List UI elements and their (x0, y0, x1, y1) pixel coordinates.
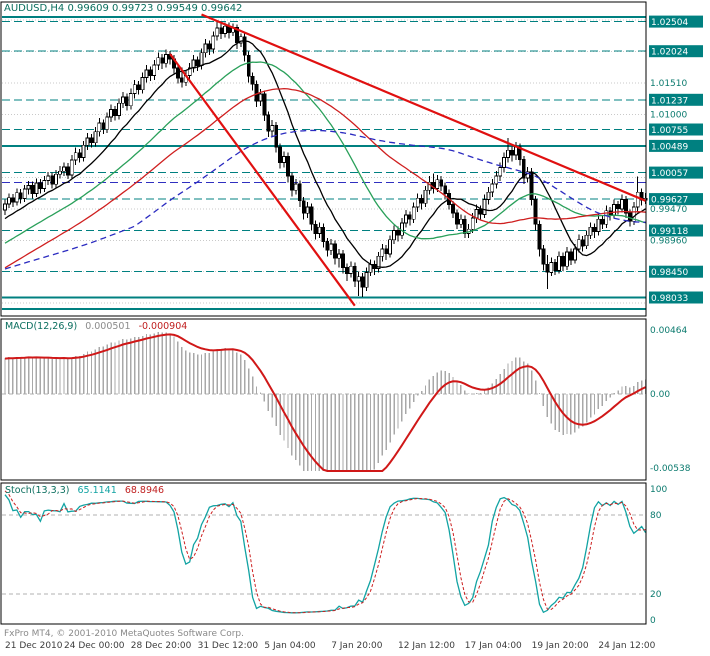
svg-text:1.01510: 1.01510 (650, 79, 687, 89)
price-level-badge: 1.02504 (649, 15, 703, 28)
svg-text:7 Jan 20:00: 7 Jan 20:00 (331, 641, 383, 651)
svg-text:0.98033: 0.98033 (651, 294, 688, 304)
svg-text:5 Jan 04:00: 5 Jan 04:00 (264, 641, 316, 651)
stoch-axis[interactable]: 100 80 20 0 (650, 485, 667, 626)
price-axis[interactable]: 1.01510 1.01000 0.99470 0.98960 1.02504 1.020… (649, 15, 703, 304)
svg-text:1.01000: 1.01000 (650, 110, 687, 120)
price-level-badge: 1.00057 (649, 166, 703, 179)
price-level-badge: 1.00489 (649, 139, 703, 152)
svg-text:80: 80 (650, 511, 662, 521)
panel-borders (0, 1, 647, 625)
trendlines[interactable] (169, 13, 647, 307)
time-axis[interactable]: 21 Dec 2010 24 Dec 00:00 28 Dec 20:00 31 De… (5, 641, 656, 651)
svg-text:12 Jan 12:00: 12 Jan 12:00 (398, 641, 455, 651)
stoch-main-value: 65.1141 (77, 485, 117, 496)
horizontal-levels[interactable] (2, 15, 646, 310)
svg-text:0.98450: 0.98450 (651, 268, 688, 278)
svg-text:1.01237: 1.01237 (651, 96, 688, 106)
stoch-label: Stoch(13,3,3) (5, 485, 70, 496)
chart-title: AUDUSD,H4 0.99609 0.99723 0.99549 0.9964… (4, 3, 247, 14)
macd-label: MACD(12,26,9) (5, 321, 78, 332)
svg-text:24 Jan 12:00: 24 Jan 12:00 (598, 641, 655, 651)
svg-text:-0.00538: -0.00538 (650, 464, 691, 474)
stoch-signal-line (4, 490, 646, 614)
price-level-badge: 1.01237 (649, 93, 703, 106)
price-level-badge: 1.02024 (649, 45, 703, 58)
svg-text:0.98960: 0.98960 (650, 236, 687, 246)
macd-indicator-label: MACD(12,26,9) 0.000501 -0.000904 (5, 321, 192, 332)
svg-text:0.99627: 0.99627 (651, 196, 688, 206)
svg-text:24 Dec 00:00: 24 Dec 00:00 (64, 641, 125, 651)
svg-text:0.99470: 0.99470 (650, 205, 687, 215)
price-level-badge: 0.98033 (649, 291, 703, 304)
svg-text:17 Jan 04:00: 17 Jan 04:00 (465, 641, 522, 651)
svg-text:20: 20 (650, 590, 662, 600)
macd-axis[interactable]: 0.00464 0.00 -0.00538 (650, 326, 691, 474)
macd-signal-value: -0.000904 (138, 321, 188, 332)
macd-main-value: 0.000501 (85, 321, 131, 332)
svg-text:0.00: 0.00 (650, 390, 670, 400)
price-level-badge: 1.00755 (649, 123, 703, 136)
price-level-badge: 0.98450 (649, 265, 703, 278)
svg-text:1.02024: 1.02024 (651, 48, 688, 58)
price-level-badge: 0.99118 (649, 224, 703, 237)
price-level-badge: 0.99627 (649, 193, 703, 206)
copyright-text: FxPro MT4, © 2001-2010 MetaQuotes Softwa… (4, 629, 244, 639)
svg-text:19 Jan 20:00: 19 Jan 20:00 (532, 641, 589, 651)
candles (3, 21, 648, 297)
svg-text:0.99118: 0.99118 (651, 227, 688, 237)
chart-title-text: AUDUSD,H4 0.99609 0.99723 0.99549 0.9964… (4, 3, 243, 14)
svg-text:28 Dec 20:00: 28 Dec 20:00 (131, 641, 192, 651)
svg-text:1.02504: 1.02504 (651, 18, 688, 28)
stoch-indicator-label: Stoch(13,3,3) 65.1141 68.8946 (5, 485, 169, 496)
svg-text:1.00057: 1.00057 (651, 169, 688, 179)
svg-text:0: 0 (650, 616, 656, 626)
svg-text:31 Dec 12:00: 31 Dec 12:00 (198, 641, 259, 651)
svg-text:1.00755: 1.00755 (651, 126, 688, 136)
svg-text:1.00489: 1.00489 (651, 142, 688, 152)
moving-averages (4, 40, 646, 270)
macd-signal-line (4, 333, 647, 472)
stoch-main-line (4, 494, 647, 614)
svg-text:21 Dec 2010: 21 Dec 2010 (5, 641, 63, 651)
stoch-signal-value: 68.8946 (124, 485, 165, 496)
stoch-levels (2, 514, 646, 595)
svg-text:0.00464: 0.00464 (650, 326, 687, 336)
svg-text:100: 100 (650, 485, 667, 495)
